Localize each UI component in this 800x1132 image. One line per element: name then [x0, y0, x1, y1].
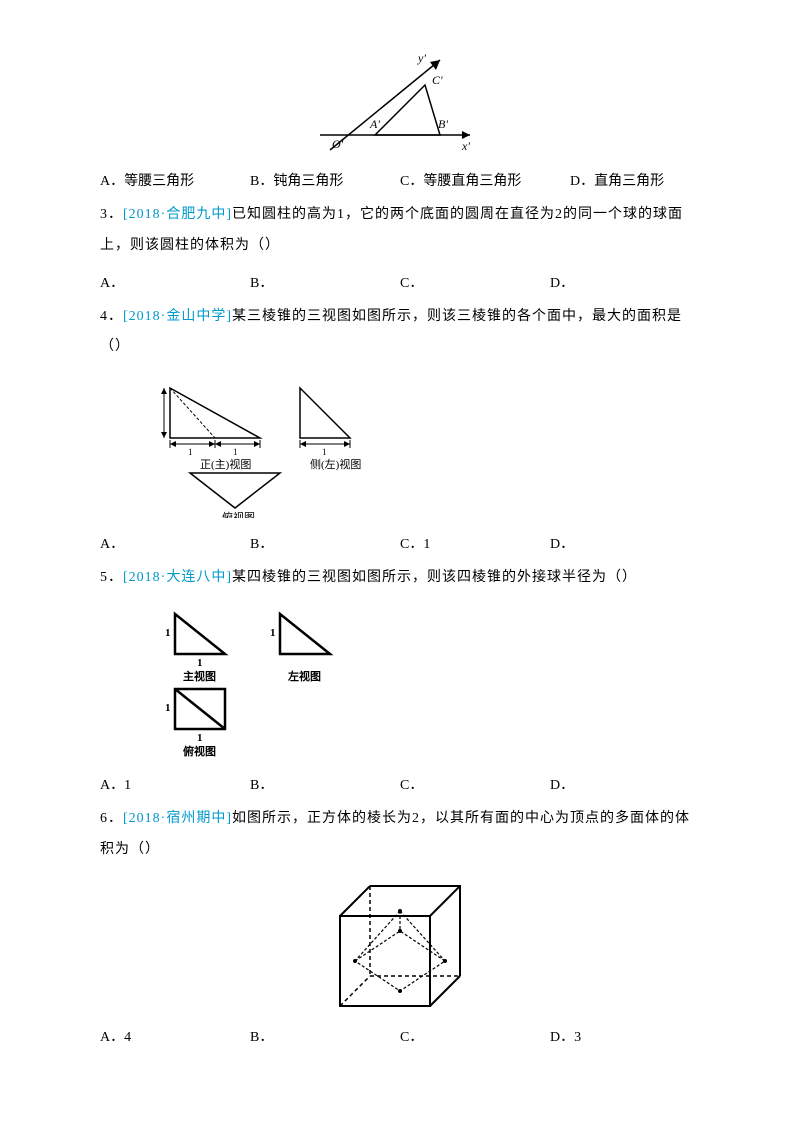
q5-choices: A．1 B． C． D．	[100, 774, 700, 794]
svg-text:1: 1	[165, 627, 171, 639]
q3-text: 3．[2018·合肥九中]已知圆柱的高为1，它的两个底面的圆周在直径为2的同一个…	[100, 200, 700, 262]
q5-source: [2018·大连八中]	[123, 570, 232, 585]
svg-text:1: 1	[188, 447, 193, 457]
q2-choice-d: D．直角三角形	[570, 170, 700, 190]
svg-text:1: 1	[233, 447, 238, 457]
q6-choices: A．4 B． C． D．3	[100, 1026, 700, 1046]
q5-figure: 1 1 主视图 1 左视图 1 1 俯视图	[100, 609, 700, 759]
q4-choice-c: C．1	[400, 533, 550, 553]
svg-text:主视图: 主视图	[183, 669, 216, 683]
label-x: x'	[461, 139, 470, 153]
q2-choice-a: A．等腰三角形	[100, 170, 250, 190]
q3-choice-d: D．	[550, 272, 650, 292]
svg-text:1: 1	[270, 627, 276, 639]
q4-figure: 1 1 正(主)视图 1 侧(左)视图	[100, 378, 700, 518]
label-b: B'	[438, 117, 448, 131]
q3-choice-c: C．	[400, 272, 550, 292]
q6-choice-c: C．	[400, 1026, 550, 1046]
svg-text:左视图: 左视图	[287, 669, 321, 683]
svg-text:正(主)视图: 正(主)视图	[200, 457, 251, 471]
svg-text:1: 1	[197, 657, 203, 669]
q5-text: 5．[2018·大连八中]某四棱锥的三视图如图所示，则该四棱锥的外接球半径为（）	[100, 563, 700, 594]
q2-figure: y' C' A' B' O' x'	[100, 50, 700, 160]
q4-choices: A． B． C．1 D．	[100, 533, 700, 553]
q6-choice-d: D．3	[550, 1026, 650, 1046]
label-c: C'	[432, 73, 443, 87]
q6-text: 6．[2018·宿州期中]如图所示，正方体的棱长为2，以其所有面的中心为顶点的多…	[100, 804, 700, 866]
q5-choice-d: D．	[550, 774, 650, 794]
q6-source: [2018·宿州期中]	[123, 811, 232, 826]
q4-choice-d: D．	[550, 533, 650, 553]
svg-text:1: 1	[322, 447, 327, 457]
q3-prefix: 3．	[100, 207, 123, 222]
q2-choices: A．等腰三角形 B．钝角三角形 C．等腰直角三角形 D．直角三角形	[100, 170, 700, 190]
q5-choice-c: C．	[400, 774, 550, 794]
q5-body: 某四棱锥的三视图如图所示，则该四棱锥的外接球半径为（）	[232, 570, 637, 585]
q4-text: 4．[2018·金山中学]某三棱锥的三视图如图所示，则该三棱锥的各个面中，最大的…	[100, 302, 700, 364]
svg-text:俯视图: 俯视图	[183, 744, 216, 758]
svg-text:侧(左)视图: 侧(左)视图	[310, 457, 361, 471]
q3-choice-b: B．	[250, 272, 400, 292]
q6-figure	[100, 876, 700, 1016]
svg-text:1: 1	[165, 702, 171, 714]
q4-prefix: 4．	[100, 309, 123, 324]
q4-choice-b: B．	[250, 533, 400, 553]
q5-choice-b: B．	[250, 774, 400, 794]
q2-choice-b: B．钝角三角形	[250, 170, 400, 190]
q2-choice-c: C．等腰直角三角形	[400, 170, 570, 190]
q4-source: [2018·金山中学]	[123, 309, 232, 324]
q6-choice-b: B．	[250, 1026, 400, 1046]
q4-choice-a: A．	[100, 533, 250, 553]
svg-text:1: 1	[197, 732, 203, 744]
label-a: A'	[369, 117, 380, 131]
q3-source: [2018·合肥九中]	[123, 207, 232, 222]
label-o: O'	[332, 137, 344, 151]
q3-choice-a: A．	[100, 272, 250, 292]
svg-text:俯视图: 俯视图	[222, 510, 255, 518]
q6-prefix: 6．	[100, 811, 123, 826]
q6-choice-a: A．4	[100, 1026, 250, 1046]
q5-choice-a: A．1	[100, 774, 250, 794]
q5-prefix: 5．	[100, 570, 123, 585]
label-y: y'	[417, 51, 426, 65]
q3-choices: A． B． C． D．	[100, 272, 700, 292]
